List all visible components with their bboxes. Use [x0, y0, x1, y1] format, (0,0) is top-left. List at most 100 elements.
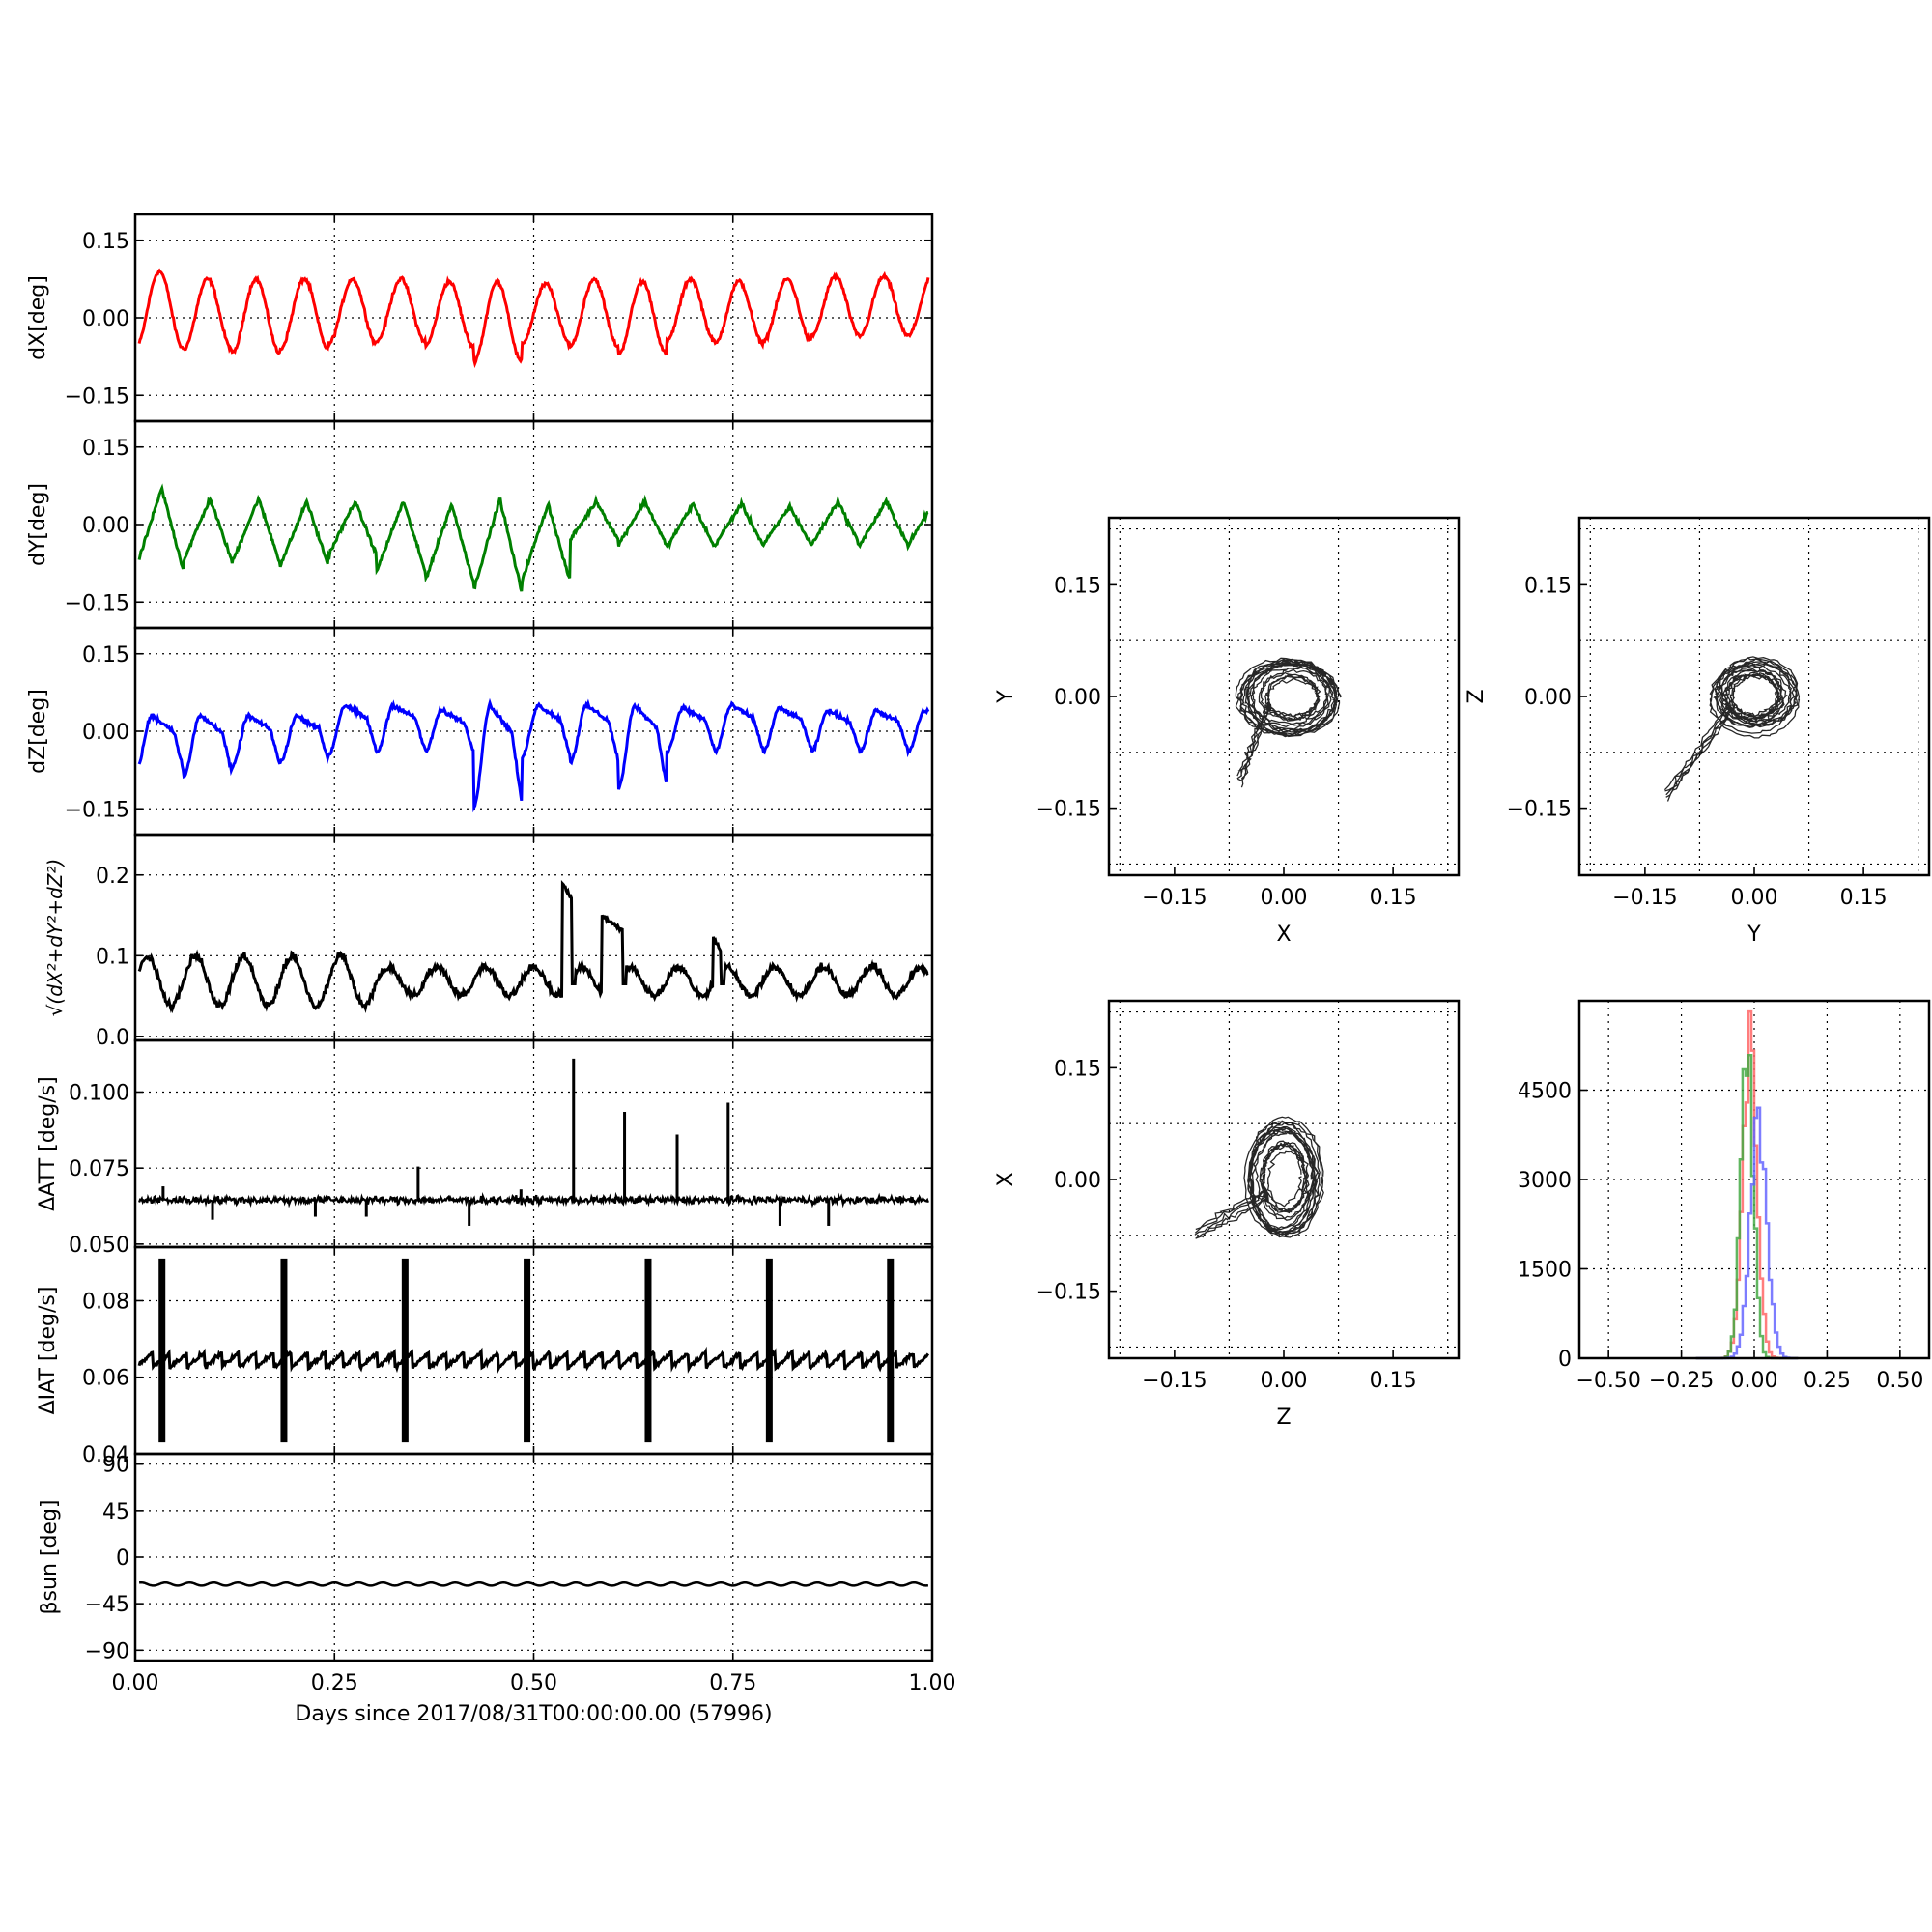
y-tick-label: 0.2	[96, 865, 129, 889]
y-tick-label: −0.15	[65, 798, 129, 822]
x-tick-label: 0.25	[311, 1671, 358, 1695]
panel-YZ: −0.15 −0.15 0.00 0.00 0.15 0.15 Y Z	[1464, 516, 1931, 947]
x-tick-label: −0.50	[1576, 1369, 1640, 1393]
x-tick-label: −0.15	[1612, 886, 1677, 910]
y-axis-label: Z	[1464, 689, 1489, 703]
y-tick-label: 3000	[1518, 1169, 1572, 1193]
x-tick-label: 0.00	[1261, 1369, 1308, 1393]
x-tick-label: −0.25	[1649, 1369, 1714, 1393]
y-axis-label: Y	[994, 690, 1018, 704]
x-tick-label: 0.15	[1370, 1369, 1417, 1393]
y-tick-label: 0.04	[82, 1443, 129, 1467]
y-tick-label: 4500	[1518, 1080, 1572, 1104]
y-tick-label: 0.15	[82, 437, 129, 461]
y-tick-label: 0.15	[82, 643, 129, 668]
burst-4	[644, 1258, 652, 1443]
x-tick-label: −0.15	[1142, 886, 1207, 910]
scatter-trace-YZ	[1663, 656, 1801, 802]
x-axis-label: X	[1276, 923, 1291, 947]
x-axis-label: Y	[1747, 923, 1761, 947]
x-tick-label: 0.15	[1370, 886, 1417, 910]
x-tick-label: 0.15	[1840, 886, 1888, 910]
y-tick-label: −0.15	[65, 591, 129, 615]
burst-6	[887, 1258, 895, 1443]
x-tick-label: 0.00	[112, 1671, 159, 1695]
y-tick-label: 0.00	[82, 514, 129, 538]
series-line-dZ	[137, 697, 930, 813]
series-line-dIAT	[137, 1346, 930, 1374]
y-axis-label: ΔIAT [deg/s]	[36, 1287, 60, 1415]
y-tick-label: −0.15	[65, 384, 129, 409]
x-tick-label: 0.75	[709, 1671, 756, 1695]
y-tick-label: 0.00	[1524, 686, 1572, 710]
y-tick-label: 0	[116, 1547, 129, 1571]
y-axis-label: ΔATT [deg/s]	[36, 1076, 60, 1210]
panel-hist: −0.50 −0.25 0.00 0.25 0.50 4500 3000 1500 0	[1518, 999, 1931, 1393]
y-axis-label: dZ[deg]	[26, 689, 50, 774]
series-line-dY	[137, 483, 929, 592]
x-tick-label: 1.00	[909, 1671, 956, 1695]
y-tick-label: 45	[102, 1500, 129, 1524]
x-tick-label: 0.50	[1876, 1369, 1923, 1393]
y-tick-label: 0.100	[69, 1082, 129, 1106]
x-tick-label: 0.50	[510, 1671, 557, 1695]
y-tick-label: 0.00	[1054, 1169, 1101, 1193]
x-tick-label: −0.15	[1142, 1369, 1207, 1393]
y-tick-label: −0.15	[1037, 1281, 1101, 1305]
y-tick-label: 0.15	[1054, 1057, 1101, 1081]
y-tick-label: 90	[102, 1454, 129, 1478]
x-tick-label: 0.00	[1731, 886, 1778, 910]
y-tick-label: 0.00	[82, 307, 129, 331]
y-tick-label: 0.1	[96, 945, 129, 969]
y-axis-label: dX[deg]	[26, 275, 50, 360]
burst-5	[765, 1258, 773, 1443]
burst-2	[401, 1258, 409, 1443]
y-tick-label: 1500	[1518, 1259, 1572, 1283]
series-line-beta	[138, 1580, 929, 1587]
axes-frame	[1577, 516, 1931, 877]
y-tick-label: 0.06	[82, 1367, 129, 1391]
y-tick-label: 0.00	[82, 721, 129, 745]
x-tick-label: 0.25	[1804, 1369, 1851, 1393]
y-tick-label: 0.15	[82, 230, 129, 254]
burst-0	[158, 1258, 166, 1443]
panel-XY: −0.15 −0.15 0.00 0.00 0.15 0.15 X Y	[994, 516, 1461, 947]
panel-dATT: 0.100 0.075 0.050 ΔATT [deg/s]	[36, 1038, 934, 1258]
y-tick-label: 0.15	[1054, 574, 1101, 598]
scatter-trace-XY	[1235, 657, 1343, 788]
burst-1	[280, 1258, 288, 1443]
x-axis-label: Days since 2017/08/31T00:00:00.00 (57996…	[295, 1702, 772, 1726]
scatter-trace-ZX	[1194, 1116, 1324, 1239]
panel-dY: 0.15 0.00 −0.15 dY[deg]	[26, 419, 934, 630]
y-axis-label: X	[994, 1172, 1018, 1186]
axes-frame	[1577, 999, 1931, 1360]
y-axis-label: √(dX²+dY²+dZ²)	[43, 859, 67, 1017]
x-tick-label: 0.00	[1261, 886, 1308, 910]
y-tick-label: −0.15	[1037, 798, 1101, 822]
y-tick-label: 0.050	[69, 1234, 129, 1258]
x-axis-label: Z	[1276, 1406, 1291, 1430]
y-tick-label: 0.08	[82, 1290, 129, 1314]
panel-total: 0.2 0.1 0.0 √(dX²+dY²+dZ²)	[43, 833, 934, 1050]
axes-frame	[1107, 516, 1461, 877]
y-tick-label: −0.15	[1507, 798, 1572, 822]
y-tick-label: 0.075	[69, 1157, 129, 1181]
y-tick-label: −45	[85, 1593, 129, 1617]
y-tick-label: 0.00	[1054, 686, 1101, 710]
y-axis-label: dY[deg]	[26, 483, 50, 566]
y-tick-label: 0.15	[1524, 574, 1572, 598]
y-axis-label: βsun [deg]	[38, 1499, 62, 1614]
y-tick-label: −90	[85, 1639, 129, 1663]
burst-3	[524, 1258, 531, 1443]
panel-ZX: −0.15 −0.15 0.00 0.00 0.15 0.15 Z X	[994, 999, 1461, 1430]
panel-beta: 90 45 0 −45 −90 βsun [deg] 0.00 0.25 0.50 0.75 1.0…	[38, 1452, 956, 1726]
panel-dX: 0.15 0.00 −0.15 dX[deg]	[26, 213, 934, 423]
panel-dZ: 0.15 0.00 −0.15 dZ[deg]	[26, 626, 934, 837]
axes-frame	[1107, 999, 1461, 1360]
y-tick-label: 0.0	[96, 1026, 129, 1050]
series-line-total	[137, 879, 929, 1014]
series-line-dATT	[138, 1191, 929, 1208]
series-line-dX	[137, 268, 930, 369]
axes-frame	[133, 1452, 934, 1662]
